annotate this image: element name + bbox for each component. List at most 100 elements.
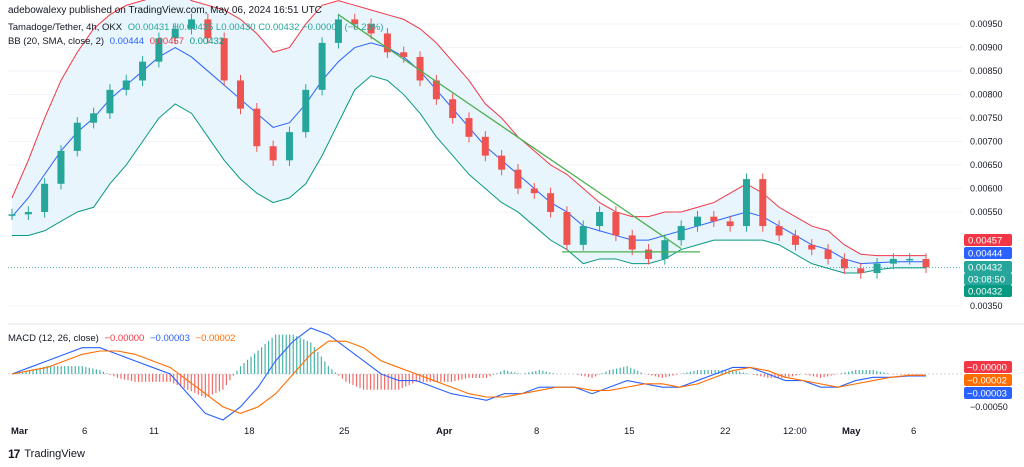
y-tick-label: 0.00650: [970, 160, 1003, 170]
macd-line: [11, 327, 926, 421]
candle-body: [367, 24, 375, 34]
macd-label-text: −0.00003: [967, 389, 1007, 400]
macd-y-tick-label: −0.00050: [970, 402, 1008, 412]
candle-body: [432, 80, 440, 100]
candle-body: [889, 258, 897, 264]
candle-body: [8, 214, 16, 216]
candle-body: [122, 80, 130, 90]
y-tick-label: 0.00550: [970, 207, 1003, 217]
candle-body: [530, 188, 538, 194]
attribution-text: adebowalexy published on TradingView.com…: [8, 5, 322, 16]
bb-legend[interactable]: BB (20, SMA, close, 2) 0.00444 0.00457 0…: [8, 36, 227, 47]
symbol-label[interactable]: Tamadoge/Tether, 4h, OKX: [8, 22, 123, 33]
candle-body: [318, 42, 326, 90]
price-label-box: [964, 261, 1012, 273]
price-label-text: 0.00432: [968, 287, 1002, 298]
price-label-box: [964, 273, 1012, 285]
macd-legend[interactable]: MACD (12, 26, close) −0.00000 −0.00003 −…: [8, 333, 238, 344]
candle-body: [857, 268, 865, 274]
candle-body: [628, 235, 636, 250]
bb-basis-value: 0.00444: [109, 36, 145, 47]
candle-body: [742, 179, 750, 227]
tradingview-logo-icon: 17: [8, 447, 20, 461]
y-tick-label: 0.00600: [970, 183, 1003, 193]
candle-body: [906, 258, 914, 261]
candle-body: [24, 211, 32, 215]
ohlc-values: O0.00431 H0.00435 L0.00430 C0.00432 −0.0…: [127, 22, 384, 33]
candle-body: [710, 216, 718, 222]
candle-body: [57, 150, 65, 184]
candle-body: [694, 216, 701, 227]
price-label-text: 0.00444: [968, 249, 1002, 260]
y-tick-label: 0.00850: [970, 66, 1003, 76]
x-tick-label: 22: [720, 426, 731, 437]
macd-hist-value: −0.00000: [104, 333, 145, 344]
x-tick-label: May: [842, 426, 861, 437]
signal-line: [11, 340, 926, 415]
candle-body: [661, 240, 669, 259]
candle-body: [334, 19, 342, 43]
macd-label-box: [964, 374, 1012, 386]
candle-body: [449, 99, 457, 119]
candle-body: [416, 56, 424, 81]
bb-lower-line: [12, 75, 926, 274]
macd-line-value: −0.00003: [149, 333, 190, 344]
candle-body: [759, 179, 767, 227]
bb-upper-value: 0.00457: [149, 36, 185, 47]
candle-body: [188, 19, 196, 29]
x-tick-label: 11: [149, 426, 159, 437]
candle-body: [204, 19, 212, 39]
candle-body: [253, 108, 261, 147]
tradingview-brand: TradingView: [24, 448, 85, 460]
candle-body: [400, 52, 408, 57]
candle-body: [73, 122, 81, 151]
candle-body: [285, 132, 293, 161]
candle-body: [873, 263, 881, 274]
candle-body: [139, 61, 147, 81]
x-tick-label: 8: [534, 426, 539, 437]
bb-label: BB (20, SMA, close, 2): [8, 36, 105, 47]
candle-body: [351, 19, 359, 25]
candle-body: [645, 249, 653, 259]
candle-body: [596, 211, 604, 227]
candle-body: [547, 193, 555, 212]
x-tick-label: 6: [82, 426, 87, 437]
y-tick-label: 0.00950: [970, 19, 1003, 29]
tradingview-logo[interactable]: 17 TradingView: [8, 447, 85, 461]
price-label-box: [964, 285, 1012, 297]
candle-body: [90, 113, 98, 123]
x-tick-label: Mar: [11, 426, 28, 437]
x-tick-label: 12:00: [783, 426, 807, 437]
price-label-text: 03:08:50: [968, 275, 1005, 286]
y-tick-label: 0.00900: [970, 43, 1003, 53]
x-tick-label: 15: [624, 426, 635, 437]
candle-body: [612, 211, 620, 236]
candle-body: [808, 244, 816, 250]
candle-body: [579, 226, 587, 245]
bb-upper-line: [11, 0, 926, 257]
candle-body: [726, 221, 734, 227]
candle-body: [155, 38, 163, 62]
macd-label-text: −0.00000: [967, 363, 1007, 374]
price-label-box: [964, 247, 1012, 259]
x-tick-label: 6: [911, 426, 916, 437]
candle-body: [237, 80, 244, 109]
candle-body: [220, 38, 228, 81]
x-tick-label: Apr: [436, 426, 453, 437]
candle-body: [791, 235, 799, 245]
y-tick-label: 0.00800: [970, 90, 1003, 100]
macd-signal-value: −0.00002: [195, 333, 236, 344]
candle-body: [498, 155, 506, 170]
x-tick-label: 18: [244, 426, 255, 437]
y-tick-label: 0.00350: [970, 301, 1003, 311]
candle-body: [383, 33, 391, 53]
bb-lower-value: 0.00432: [189, 36, 225, 47]
candle-body: [563, 211, 571, 245]
price-label-box: [964, 234, 1012, 246]
x-tick-label: 25: [339, 426, 350, 437]
price-label-text: 0.00432: [968, 263, 1002, 274]
candle-body: [302, 89, 310, 133]
macd-label-text: −0.00002: [967, 376, 1007, 387]
price-label-text: 0.00457: [968, 236, 1002, 247]
